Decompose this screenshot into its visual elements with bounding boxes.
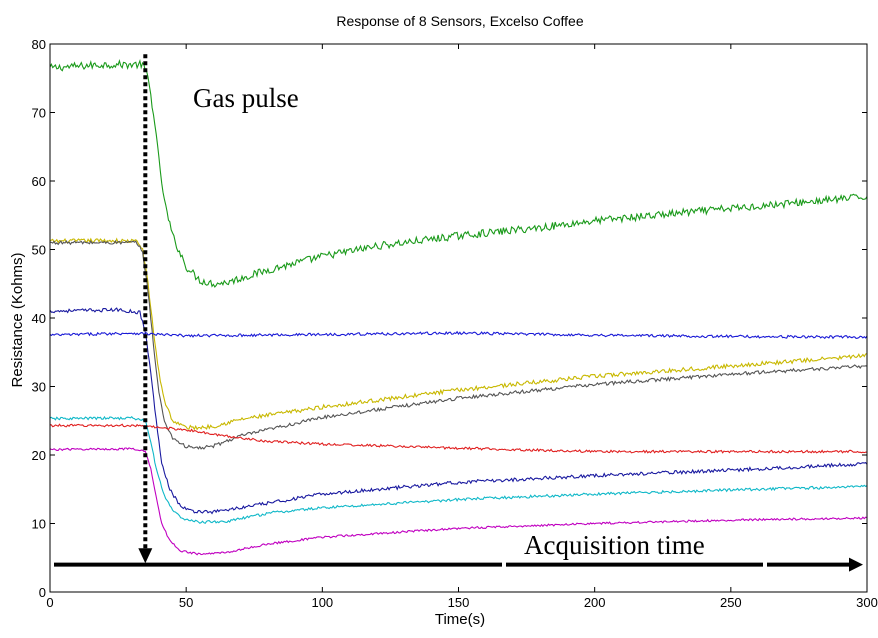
acquisition-time-label: Acquisition time [524, 530, 705, 560]
gas-pulse-arrowhead [138, 548, 153, 564]
series-line [49, 307, 868, 515]
x-axis-label: Time(s) [435, 611, 485, 628]
y-tick-label: 0 [39, 585, 46, 600]
y-tick-label: 20 [32, 448, 46, 463]
x-tick-label: 200 [584, 595, 606, 610]
series-line [49, 423, 868, 454]
series-line [49, 58, 868, 288]
series-line [49, 415, 868, 524]
series-line [49, 330, 868, 340]
x-tick-label: 100 [311, 595, 333, 610]
chart-title: Response of 8 Sensors, Excelso Coffee [336, 13, 583, 29]
series-line [49, 239, 868, 450]
series-layer [49, 58, 868, 556]
tick-layer: 0 50 100 150 200 250 300 0 10 20 30 40 50 60 70 80 [32, 37, 878, 610]
series-line [49, 237, 868, 431]
x-tick-label: 250 [720, 595, 742, 610]
y-tick-label: 50 [32, 243, 46, 258]
annotation-layer: Gas pulse Acquisition time [54, 54, 863, 572]
x-tick-label: 150 [448, 595, 470, 610]
y-tick-label: 70 [32, 106, 46, 121]
x-tick-label: 50 [179, 595, 193, 610]
y-axis-label: Resistance (Kohms) [9, 252, 26, 387]
gas-pulse-label: Gas pulse [193, 83, 299, 113]
x-tick-label: 300 [856, 595, 878, 610]
y-tick-label: 40 [32, 311, 46, 326]
y-tick-label: 60 [32, 174, 46, 189]
series-line [49, 447, 868, 556]
y-tick-label: 30 [32, 380, 46, 395]
y-tick-label: 80 [32, 37, 46, 52]
x-tick-label: 0 [46, 595, 53, 610]
acquisition-arrowhead [849, 557, 863, 572]
y-tick-label: 10 [32, 517, 46, 532]
